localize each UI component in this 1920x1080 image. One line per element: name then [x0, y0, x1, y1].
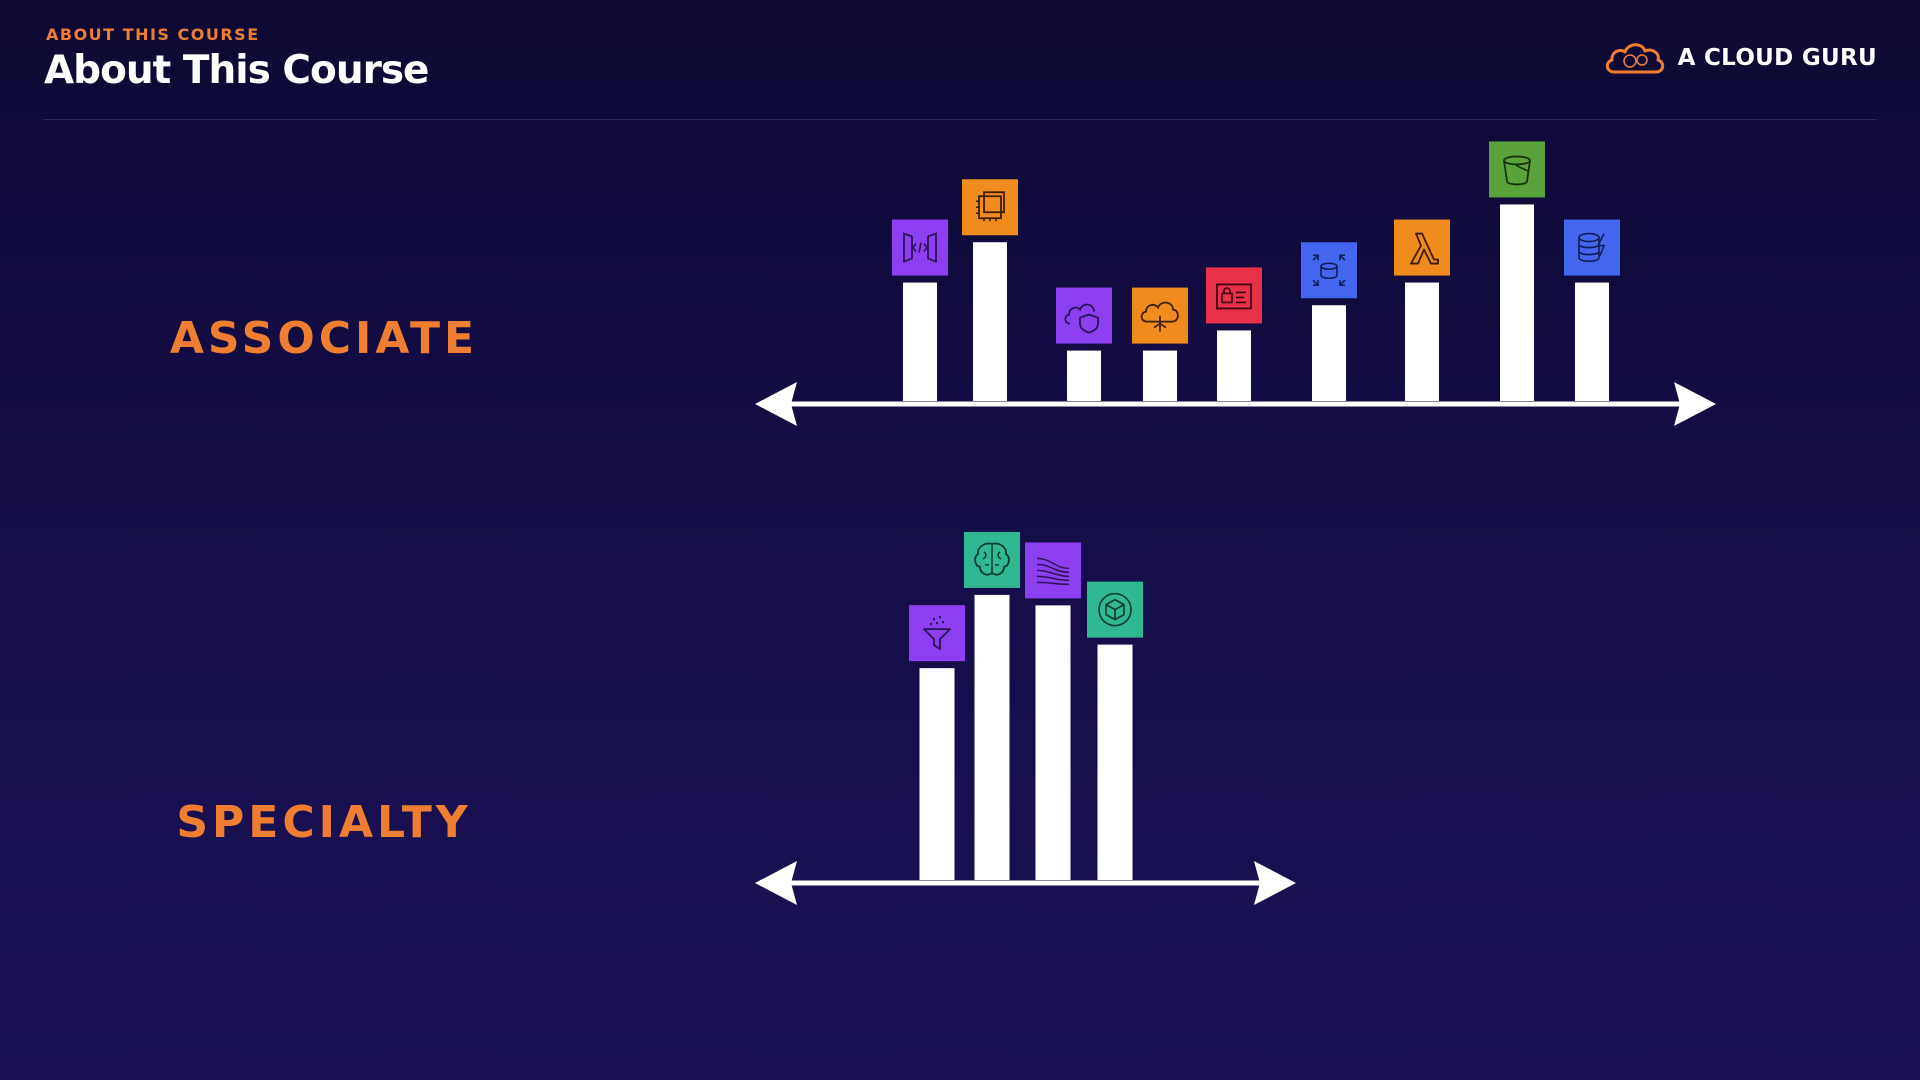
- page-title: About This Course: [44, 48, 429, 93]
- cloud-shield-icon: [1056, 287, 1112, 344]
- associate-bar: [1500, 204, 1534, 401]
- brain-icon: [964, 531, 1020, 588]
- associate-icon-tile: [1489, 141, 1545, 198]
- database-expand-icon: [1301, 242, 1357, 299]
- associate-bar: [1217, 330, 1251, 401]
- database-bolt-icon: [1564, 219, 1620, 276]
- associate-icon-tile: [1206, 267, 1262, 324]
- brand-logo: A CLOUD GURU: [1604, 38, 1877, 78]
- section-eyebrow: ABOUT THIS COURSE: [46, 25, 260, 44]
- specialty-chart: [755, 531, 1296, 905]
- associate-chart: [755, 141, 1716, 426]
- ec2-chip-icon: [962, 179, 1018, 236]
- specialty-axis-arrow-right: [1254, 861, 1296, 905]
- specialty-label: SPECIALTY: [176, 797, 472, 848]
- associate-bar: [1312, 305, 1346, 401]
- specialty-bar: [1097, 644, 1133, 880]
- secure-id-icon: [1206, 267, 1262, 324]
- associate-bar: [903, 282, 937, 401]
- cube-icon: [1087, 581, 1143, 638]
- associate-bar: [1575, 282, 1609, 401]
- cloud-logo-icon: [1605, 43, 1664, 74]
- lambda-icon: [1394, 219, 1450, 276]
- specialty-axis-arrow-left: [755, 861, 797, 905]
- associate-bar: [1067, 350, 1101, 401]
- funnel-icon: [909, 605, 965, 662]
- associate-bar: [973, 242, 1007, 401]
- stream-icon: [1025, 542, 1081, 599]
- specialty-icon-tile: [1025, 542, 1081, 599]
- specialty-bar: [1035, 605, 1071, 880]
- api-gateway-icon: [892, 219, 948, 276]
- associate-bar: [1143, 350, 1177, 401]
- associate-icon-tile: [1394, 219, 1450, 276]
- associate-label: ASSOCIATE: [169, 313, 479, 364]
- associate-axis-arrow-left: [755, 382, 797, 426]
- specialty-icon-tile: [909, 605, 965, 662]
- cloud-tree-icon: [1132, 287, 1188, 344]
- specialty-bar: [919, 668, 955, 880]
- associate-axis-arrow-right: [1674, 382, 1716, 426]
- header-divider: [43, 119, 1877, 120]
- specialty-bar: [974, 594, 1010, 880]
- associate-icon-tile: [962, 179, 1018, 236]
- associate-icon-tile: [1301, 242, 1357, 299]
- brand-name: A CLOUD GURU: [1677, 45, 1877, 71]
- associate-bar: [1405, 282, 1439, 401]
- bucket-icon: [1489, 141, 1545, 198]
